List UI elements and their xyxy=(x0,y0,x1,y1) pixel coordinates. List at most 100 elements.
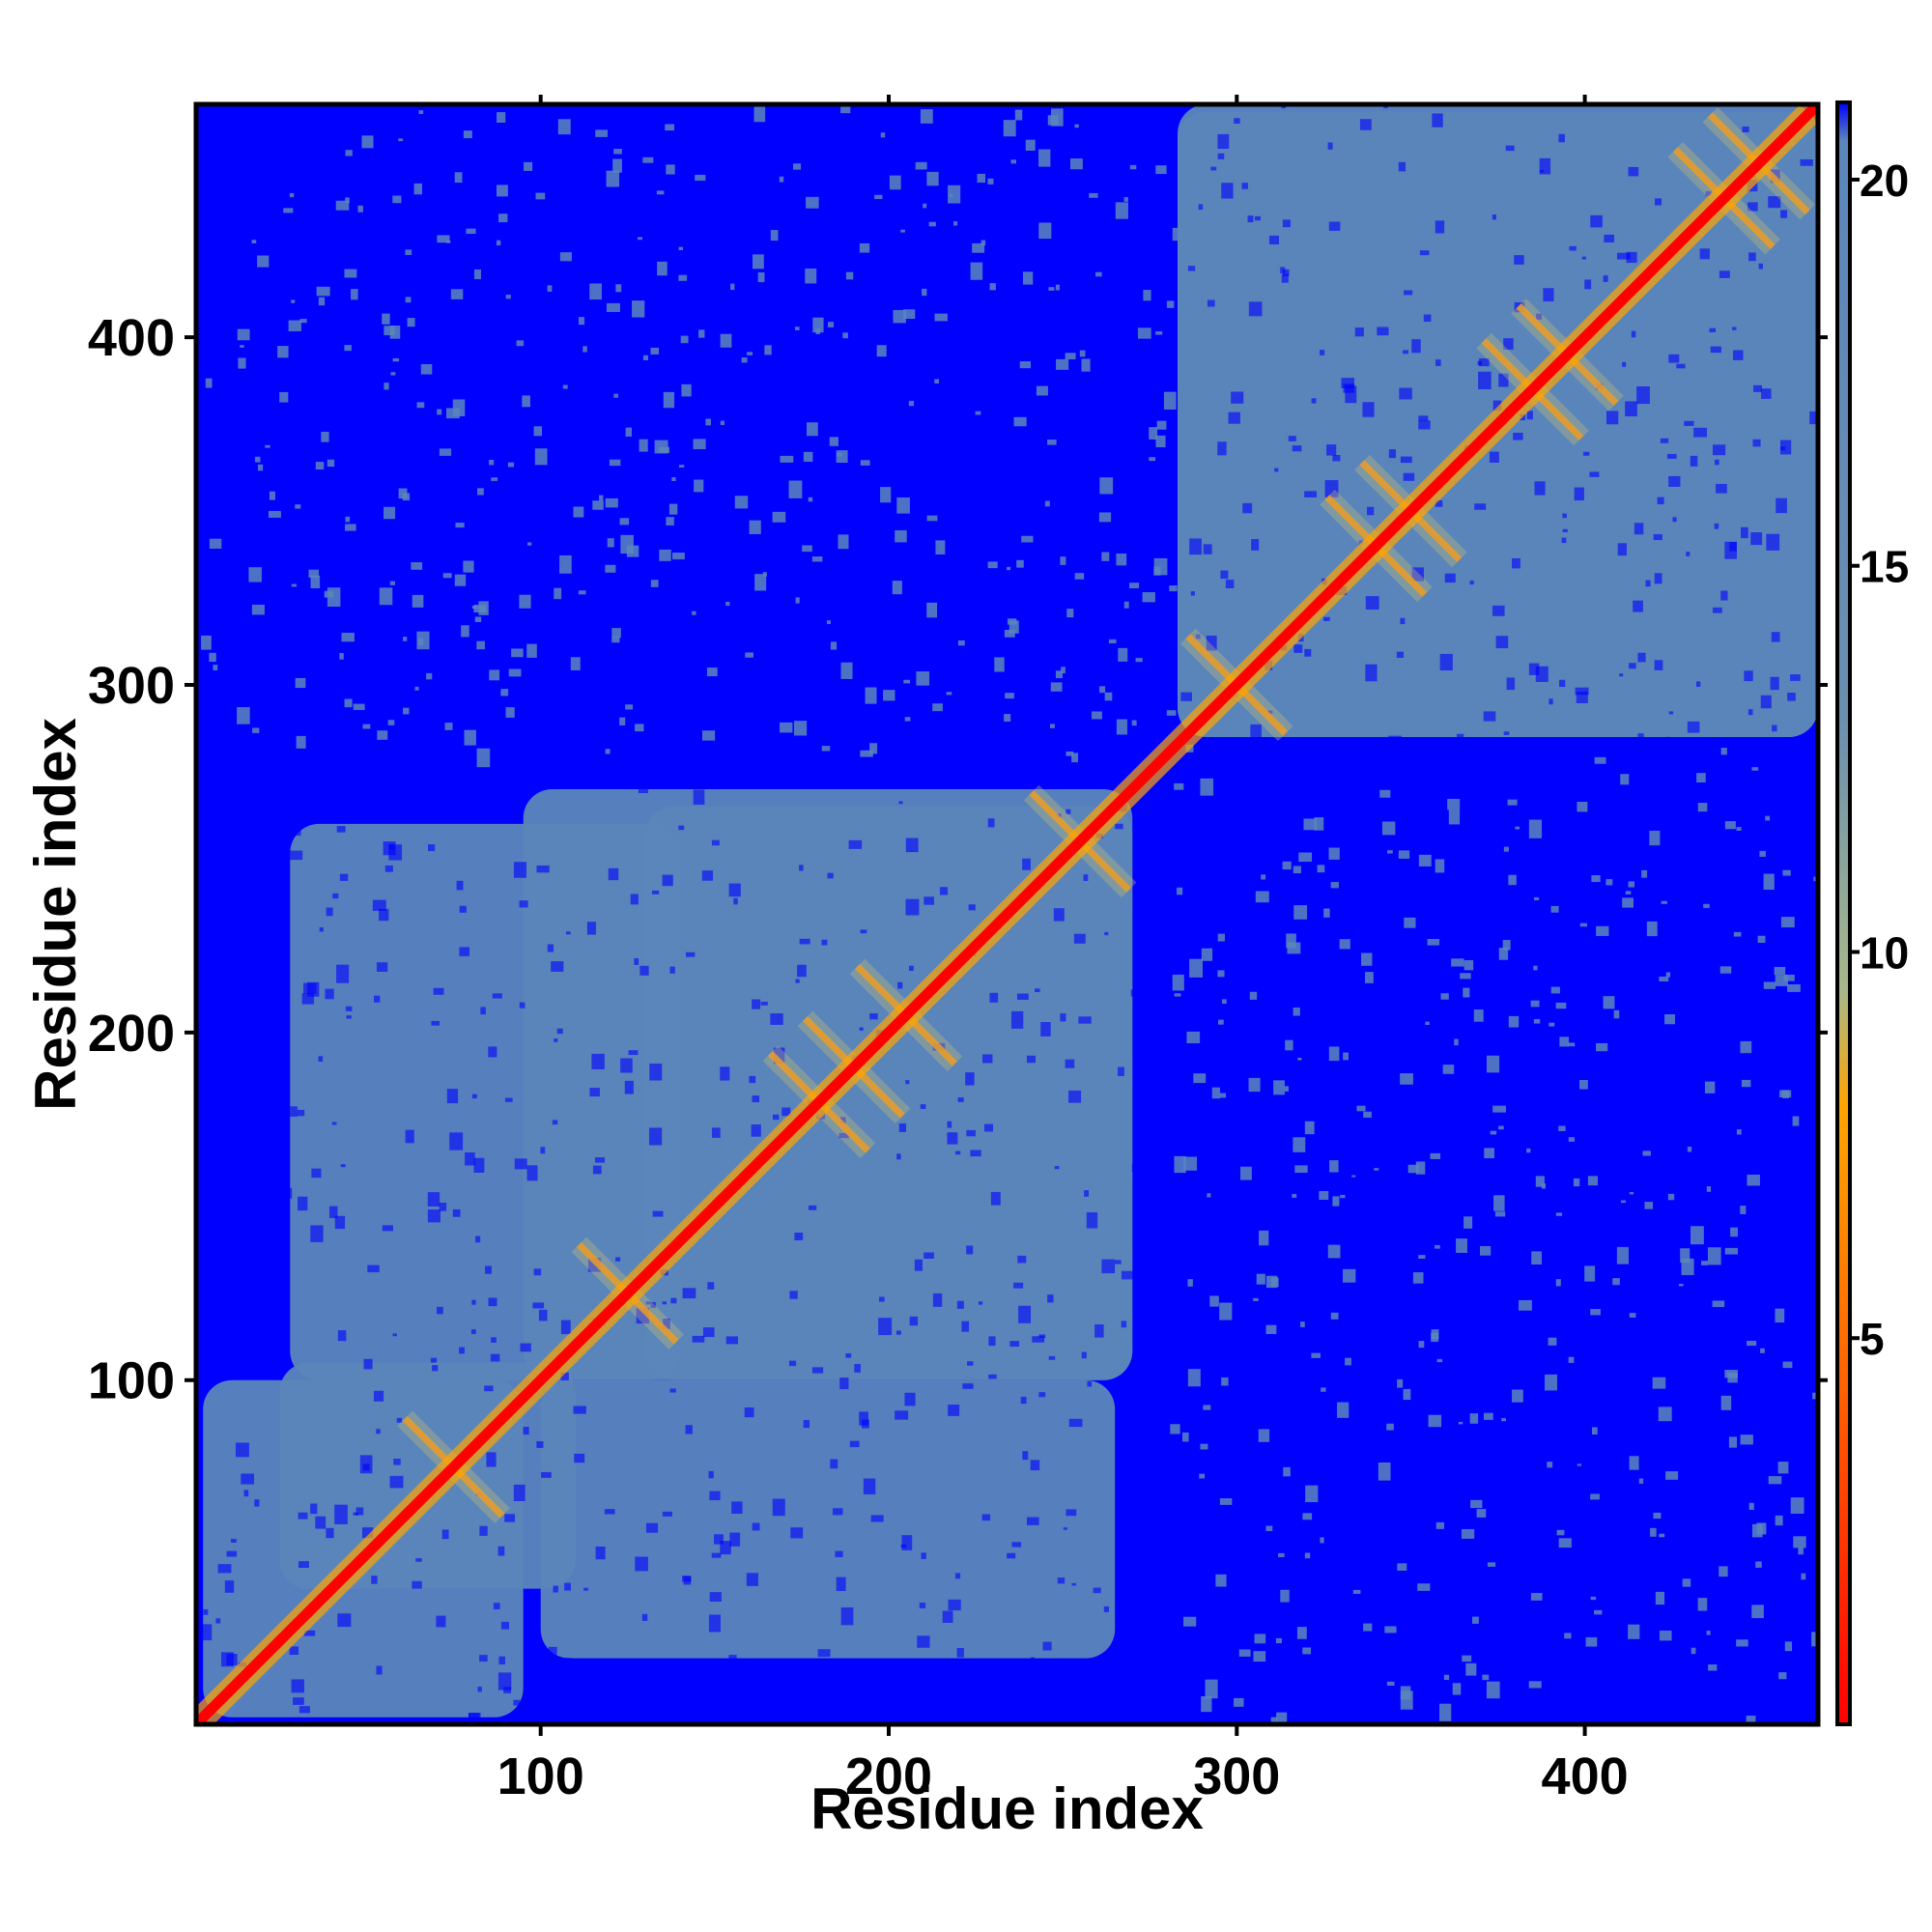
contact-speckle xyxy=(1156,932,1167,945)
contact-speckle xyxy=(362,724,371,729)
contact-speckle xyxy=(259,1227,271,1243)
contact-speckle xyxy=(733,897,738,905)
contact-speckle xyxy=(830,641,838,650)
contact-speckle xyxy=(236,1442,249,1458)
contact-speckle xyxy=(200,1624,213,1641)
contact-speckle xyxy=(1724,821,1736,830)
contact-speckle xyxy=(1620,774,1630,785)
contact-speckle xyxy=(663,1318,670,1329)
contact-speckle xyxy=(698,329,705,338)
contact-speckle xyxy=(1253,1297,1259,1301)
contact-speckle xyxy=(949,193,953,197)
contact-speckle xyxy=(1659,1533,1665,1538)
contact-speckle xyxy=(1239,1166,1252,1180)
contact-speckle xyxy=(620,1058,633,1073)
contact-speckle xyxy=(332,893,339,899)
contact-speckle xyxy=(1594,756,1606,764)
contact-speckle xyxy=(361,135,374,149)
contact-speckle xyxy=(413,183,422,195)
contact-speckle xyxy=(337,1613,352,1628)
contact-speckle xyxy=(296,735,306,749)
contact-speckle xyxy=(1367,506,1375,516)
contact-speckle xyxy=(948,1404,960,1416)
contact-speckle xyxy=(605,497,618,508)
contact-speckle xyxy=(564,1582,571,1591)
contact-speckle xyxy=(294,828,301,837)
contact-speckle xyxy=(564,1658,572,1666)
contact-speckle xyxy=(1642,1151,1651,1156)
contact-speckle xyxy=(534,448,548,466)
contact-speckle xyxy=(659,446,669,453)
contact-speckle xyxy=(1140,1122,1150,1131)
contact-speckle xyxy=(1558,1538,1572,1548)
contact-speckle xyxy=(315,1516,327,1529)
contact-speckle xyxy=(1540,169,1545,173)
contact-speckle xyxy=(1095,271,1102,277)
contact-speckle xyxy=(372,899,386,912)
contact-speckle xyxy=(970,262,983,280)
contact-speckle xyxy=(389,581,396,585)
contact-speckle xyxy=(1562,528,1568,532)
contact-speckle xyxy=(1361,952,1373,966)
contact-speckle xyxy=(1019,361,1032,369)
contact-speckle xyxy=(1418,1341,1425,1349)
contact-speckle xyxy=(444,723,453,730)
contact-speckle xyxy=(1064,1672,1074,1687)
contact-speckle xyxy=(560,1320,571,1335)
contact-speckle xyxy=(905,898,920,916)
contact-speckle xyxy=(760,1001,768,1006)
contact-speckle xyxy=(480,1007,486,1015)
contact-speckle xyxy=(849,1719,864,1724)
contact-speckle xyxy=(1696,773,1706,783)
contact-speckle xyxy=(1763,873,1775,891)
contact-speckle xyxy=(1470,1499,1483,1509)
contact-speckle xyxy=(513,1699,521,1706)
contact-speckle xyxy=(1195,634,1201,639)
contact-speckle xyxy=(558,1681,573,1698)
contact-speckle xyxy=(1706,1630,1711,1635)
contact-speckle xyxy=(625,704,634,710)
contact-speckle xyxy=(496,240,501,246)
contact-speckle xyxy=(1351,1175,1356,1178)
contact-speckle xyxy=(1506,677,1516,691)
contact-speckle xyxy=(1042,1641,1052,1651)
contact-speckle xyxy=(1304,491,1318,497)
contact-speckle xyxy=(1573,1178,1580,1187)
contact-speckle xyxy=(1116,719,1127,735)
y-tick-label: 200 xyxy=(88,1005,175,1063)
contact-speckle xyxy=(772,1498,785,1517)
contact-speckle xyxy=(935,540,946,555)
contact-speckle xyxy=(751,760,756,764)
contact-speckle xyxy=(1798,1547,1804,1555)
contact-speckle xyxy=(672,553,685,560)
contact-speckle xyxy=(1665,972,1671,978)
contact-speckle xyxy=(533,1268,542,1276)
contact-speckle xyxy=(1490,1130,1497,1135)
contact-speckle xyxy=(379,587,393,606)
contact-speckle xyxy=(199,955,209,961)
contact-speckle xyxy=(879,1296,885,1302)
contact-speckle xyxy=(1047,440,1057,445)
contact-speckle xyxy=(869,1012,878,1020)
contact-speckle xyxy=(845,1353,852,1358)
contact-speckle xyxy=(519,900,528,908)
contact-speckle xyxy=(1701,740,1711,748)
contact-speckle xyxy=(257,255,270,268)
contact-speckle xyxy=(1387,850,1393,854)
contact-speckle xyxy=(310,1225,324,1242)
contact-speckle xyxy=(491,1337,497,1343)
contact-speckle xyxy=(344,698,353,708)
contact-speckle xyxy=(1766,533,1780,551)
contact-speckle xyxy=(1603,275,1608,282)
contact-speckle xyxy=(1268,235,1280,245)
contact-speckle xyxy=(1740,1206,1747,1214)
contact-speckle xyxy=(709,1491,721,1501)
contact-speckle xyxy=(430,1357,438,1363)
contact-speckle xyxy=(908,400,915,407)
contact-speckle xyxy=(639,965,649,976)
contact-speckle xyxy=(615,1257,621,1262)
contact-speckle xyxy=(217,1564,232,1574)
contact-speckle xyxy=(463,130,472,139)
contact-speckle xyxy=(1620,1200,1627,1204)
contact-speckle xyxy=(1712,444,1726,456)
